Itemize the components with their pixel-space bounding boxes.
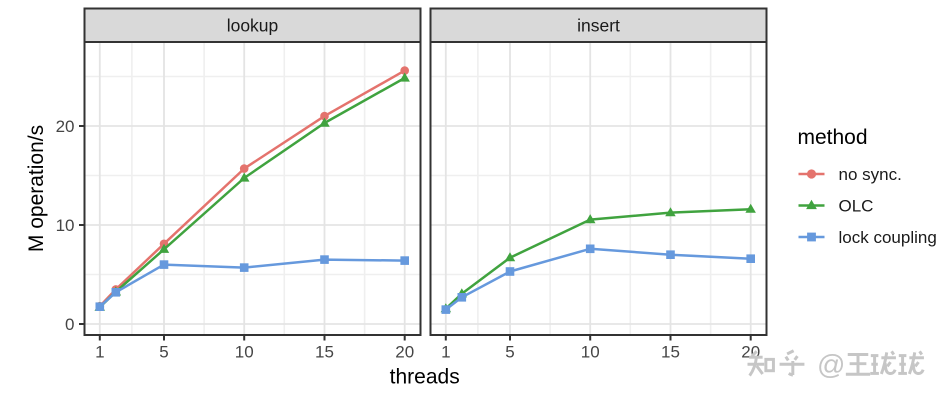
svg-text:lookup: lookup [227, 16, 279, 36]
svg-text:lock coupling: lock coupling [839, 228, 937, 247]
svg-text:10: 10 [581, 343, 600, 362]
svg-text:5: 5 [159, 343, 168, 362]
svg-text:1: 1 [441, 343, 450, 362]
svg-text:15: 15 [661, 343, 680, 362]
svg-text:1: 1 [95, 343, 104, 362]
svg-text:threads: threads [390, 366, 460, 389]
svg-text:method: method [798, 126, 868, 149]
svg-text:10: 10 [56, 216, 75, 235]
svg-text:OLC: OLC [839, 197, 874, 216]
svg-text:no sync.: no sync. [839, 165, 902, 184]
svg-text:5: 5 [505, 343, 514, 362]
svg-text:insert: insert [577, 16, 620, 36]
svg-text:20: 20 [395, 343, 414, 362]
svg-text:M operation/s: M operation/s [25, 125, 48, 252]
svg-text:15: 15 [315, 343, 334, 362]
svg-text:0: 0 [65, 315, 74, 334]
svg-text:20: 20 [56, 117, 75, 136]
svg-text:10: 10 [235, 343, 254, 362]
svg-text:@: @ [817, 349, 845, 380]
